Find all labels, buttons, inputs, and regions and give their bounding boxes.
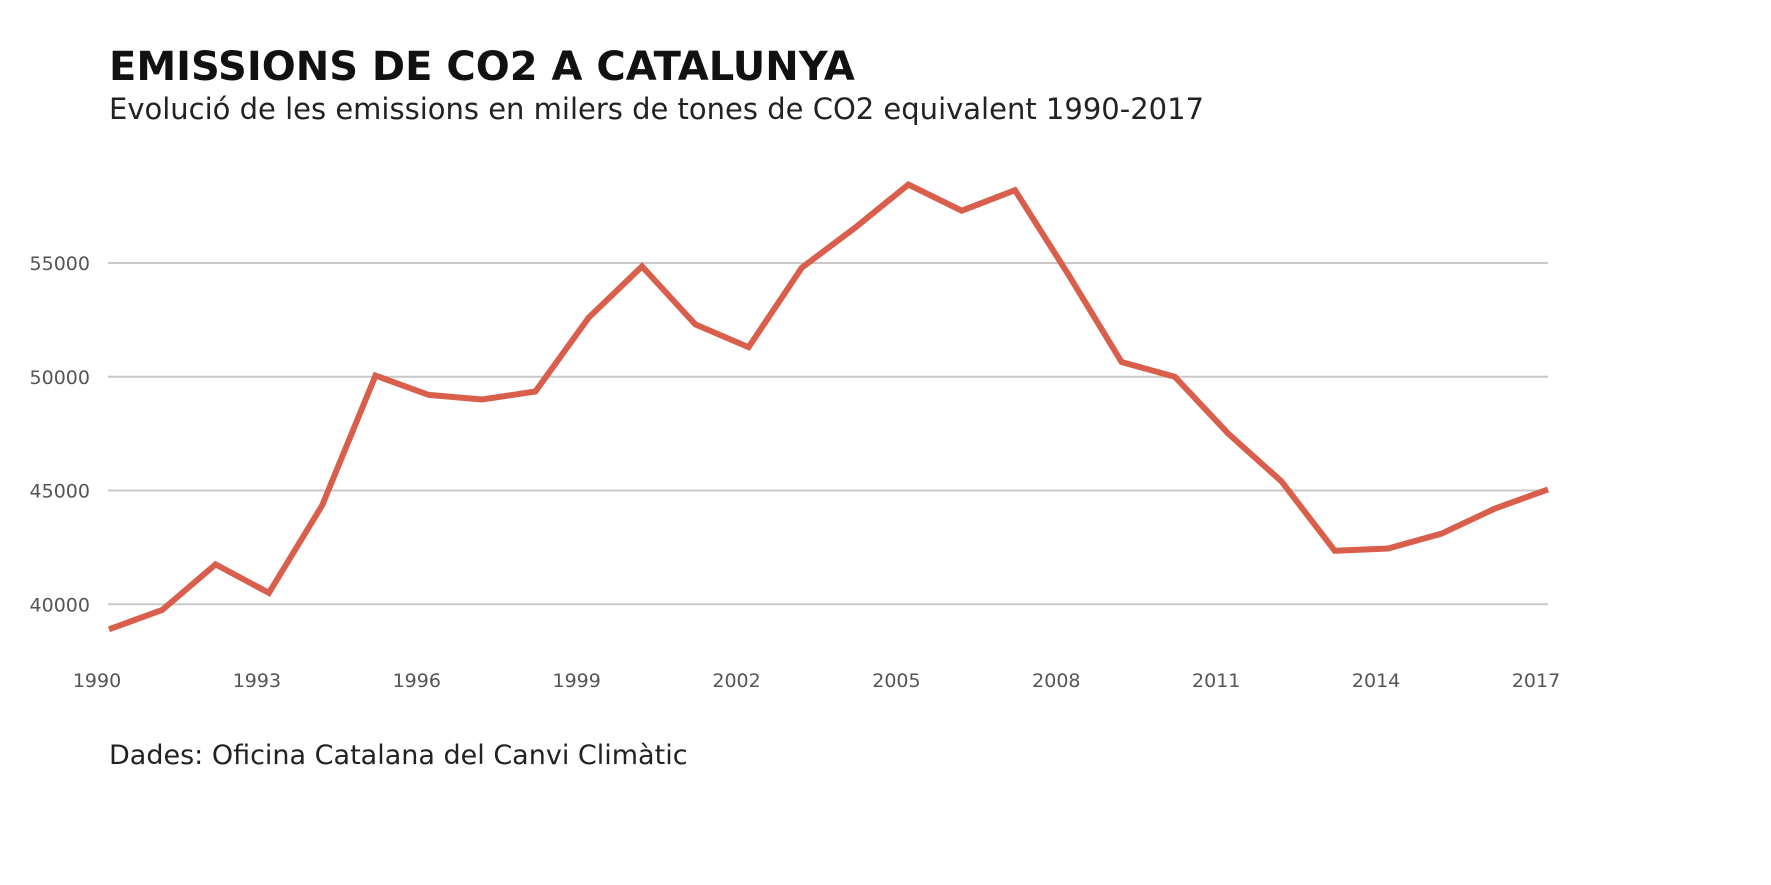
data-point-1990 — [106, 626, 112, 632]
data-point-1994 — [319, 502, 325, 508]
data-point-2001 — [692, 321, 698, 327]
y-tick-label: 45000 — [30, 481, 90, 503]
data-point-2013 — [1332, 548, 1338, 554]
x-tick-label: 1999 — [552, 670, 600, 692]
gridlines — [108, 262, 1548, 606]
data-point-2015 — [1438, 531, 1444, 537]
x-tick-label: 2011 — [1192, 670, 1240, 692]
series-layer — [106, 180, 1551, 633]
x-tick-label: 2002 — [712, 670, 760, 692]
data-point-1997 — [479, 397, 485, 403]
data-point-2012 — [1279, 478, 1285, 484]
chart-title: EMISSIONS DE CO2 A CATALUNYA — [109, 44, 855, 90]
x-tick-label: 1993 — [233, 670, 281, 692]
data-point-2006 — [959, 208, 965, 214]
data-point-2008 — [1065, 271, 1071, 277]
data-point-1992 — [213, 561, 219, 567]
data-source-note: Dades: Oficina Catalana del Canvi Climàt… — [109, 740, 688, 771]
data-point-2009 — [1119, 359, 1125, 365]
data-point-2000 — [639, 263, 645, 269]
x-tick-label: 1990 — [73, 670, 121, 692]
data-point-2007 — [1012, 187, 1018, 193]
data-point-2004 — [852, 225, 858, 231]
chart-subtitle: Evolució de les emissions en milers de t… — [109, 92, 1204, 126]
data-point-2003 — [799, 265, 805, 271]
series-line-emissions — [107, 180, 1550, 633]
x-tick-label: 1996 — [393, 670, 441, 692]
data-point-1991 — [159, 607, 165, 613]
data-point-2005 — [905, 182, 911, 188]
data-point-1993 — [266, 590, 272, 596]
y-tick-label: 50000 — [30, 367, 90, 389]
x-axis-ticks: 1990 1993 1996 1999 2002 2005 2008 2011 2014 2017 — [73, 670, 1560, 692]
data-point-2014 — [1385, 546, 1391, 552]
x-tick-label: 2017 — [1512, 670, 1560, 692]
x-tick-label: 2005 — [872, 670, 920, 692]
x-tick-label: 2008 — [1032, 670, 1080, 692]
data-point-2002 — [746, 344, 752, 350]
data-point-2010 — [1172, 374, 1178, 380]
data-point-2011 — [1225, 431, 1231, 437]
x-tick-label: 2014 — [1352, 670, 1400, 692]
y-axis-ticks: 40000 45000 50000 55000 — [30, 253, 90, 616]
data-point-2016 — [1492, 506, 1498, 512]
data-point-1999 — [586, 315, 592, 321]
data-point-1995 — [372, 373, 378, 379]
data-point-1996 — [426, 392, 432, 398]
data-point-2017 — [1545, 486, 1551, 492]
y-tick-label: 40000 — [30, 594, 90, 616]
data-point-1998 — [532, 389, 538, 395]
y-tick-label: 55000 — [30, 253, 90, 275]
